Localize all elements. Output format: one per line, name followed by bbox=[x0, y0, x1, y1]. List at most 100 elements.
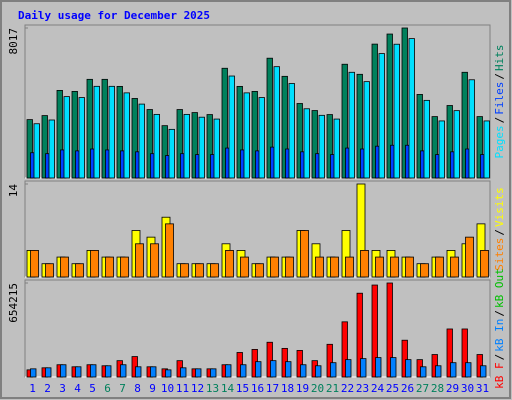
bar bbox=[356, 73, 363, 179]
bar bbox=[401, 27, 408, 179]
x-tick-label: 21 bbox=[326, 382, 339, 395]
bar bbox=[288, 83, 295, 179]
bar bbox=[135, 243, 144, 278]
bar bbox=[213, 118, 220, 179]
x-tick-label: 18 bbox=[281, 382, 294, 395]
bar bbox=[423, 99, 430, 179]
bar bbox=[416, 94, 423, 179]
legend-separator: / bbox=[493, 354, 506, 361]
x-tick-label: 29 bbox=[446, 382, 459, 395]
legend-entry: kB Out bbox=[493, 268, 506, 308]
bar bbox=[266, 341, 273, 378]
bar bbox=[348, 71, 355, 179]
bar bbox=[453, 110, 460, 179]
bar bbox=[390, 256, 399, 278]
bar bbox=[266, 57, 273, 179]
bar bbox=[446, 328, 453, 378]
bar bbox=[161, 125, 168, 179]
bar bbox=[180, 263, 189, 278]
bar bbox=[75, 366, 82, 378]
bar bbox=[150, 366, 157, 378]
bar bbox=[390, 357, 397, 378]
bar bbox=[251, 91, 258, 179]
x-tick-label: 15 bbox=[236, 382, 249, 395]
bar bbox=[438, 120, 445, 179]
x-tick-label: 27 bbox=[416, 382, 429, 395]
bar bbox=[168, 128, 175, 179]
bar bbox=[386, 282, 393, 378]
bar bbox=[45, 367, 52, 378]
bar bbox=[116, 85, 123, 179]
x-tick-label: 25 bbox=[386, 382, 399, 395]
bar bbox=[480, 365, 487, 378]
bar bbox=[420, 263, 429, 278]
bar bbox=[393, 43, 400, 179]
bar bbox=[153, 113, 160, 179]
bar bbox=[225, 250, 234, 278]
bar bbox=[270, 256, 279, 278]
bar bbox=[281, 75, 288, 179]
x-tick-label: 22 bbox=[341, 382, 354, 395]
legend-entry: Visits bbox=[493, 187, 506, 227]
bar bbox=[255, 263, 264, 278]
bar bbox=[120, 364, 127, 378]
bar bbox=[138, 103, 145, 179]
bar bbox=[195, 368, 202, 378]
bar bbox=[120, 256, 129, 278]
bar bbox=[371, 284, 378, 378]
bar bbox=[56, 90, 63, 179]
bar bbox=[318, 114, 325, 179]
legend-entry: kB F bbox=[493, 362, 506, 389]
bar bbox=[210, 263, 219, 278]
x-tick-label: 13 bbox=[206, 382, 219, 395]
bar bbox=[90, 364, 97, 378]
bar bbox=[285, 361, 292, 378]
bar bbox=[371, 43, 378, 179]
bar bbox=[326, 114, 333, 179]
x-tick-label: 19 bbox=[296, 382, 309, 395]
bar bbox=[431, 116, 438, 179]
x-tick-label: 31 bbox=[476, 382, 489, 395]
bar bbox=[221, 67, 228, 179]
bar bbox=[315, 365, 322, 378]
bar bbox=[345, 256, 354, 278]
bar bbox=[330, 362, 337, 378]
bar bbox=[258, 97, 265, 179]
bar bbox=[78, 97, 85, 179]
bar bbox=[333, 118, 340, 179]
bar bbox=[311, 110, 318, 179]
x-tick-label: 14 bbox=[221, 382, 235, 395]
bar bbox=[378, 53, 385, 179]
bar bbox=[41, 115, 48, 179]
bar bbox=[225, 364, 232, 378]
bar bbox=[240, 364, 247, 378]
bar bbox=[183, 113, 190, 179]
bar bbox=[236, 85, 243, 179]
x-tick-label: 24 bbox=[371, 382, 385, 395]
bar bbox=[165, 369, 172, 378]
bar bbox=[30, 250, 39, 278]
bar bbox=[123, 92, 130, 179]
bar bbox=[165, 223, 174, 278]
bar bbox=[356, 292, 363, 378]
legend-entry: kB In bbox=[493, 319, 506, 352]
bar bbox=[240, 256, 249, 278]
bar bbox=[360, 358, 367, 378]
bar bbox=[243, 92, 250, 179]
x-tick-label: 5 bbox=[89, 382, 96, 395]
bar bbox=[360, 250, 369, 278]
x-tick-label: 17 bbox=[266, 382, 279, 395]
bar bbox=[303, 108, 310, 179]
bar bbox=[345, 359, 352, 378]
bar bbox=[273, 66, 280, 179]
bar bbox=[363, 81, 370, 179]
x-tick-label: 4 bbox=[74, 382, 81, 395]
bar bbox=[386, 33, 393, 179]
bar bbox=[476, 116, 483, 179]
bar bbox=[255, 361, 262, 378]
bar bbox=[435, 365, 442, 378]
y-max-label: 654215 bbox=[7, 283, 20, 323]
bar bbox=[105, 365, 112, 378]
x-tick-label: 2 bbox=[44, 382, 51, 395]
